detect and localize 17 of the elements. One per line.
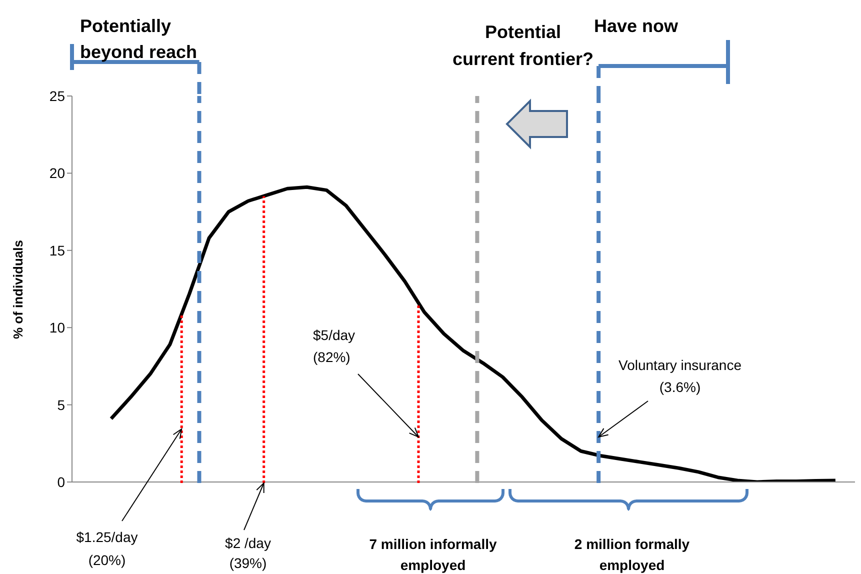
line-series xyxy=(109,185,838,482)
text: Have now xyxy=(594,16,680,36)
y-tick-label: 15 xyxy=(49,242,66,258)
text: $2 /day (39%) xyxy=(225,535,271,571)
y-tick-label: 25 xyxy=(49,88,66,104)
text: Potentially beyond reach xyxy=(80,16,198,62)
text: 7 million informally employed xyxy=(369,536,497,573)
text: $1.25/day (20%) xyxy=(76,529,138,568)
y-tick-label: 20 xyxy=(49,165,66,182)
annotation: $5/day (82%) xyxy=(313,327,356,365)
y-axis-title: % of individuals xyxy=(10,240,26,339)
annotation: Voluntary insurance (3.6%) xyxy=(618,357,742,395)
text: 2 million formally employed xyxy=(574,536,690,573)
text: Potential current frontier? xyxy=(452,22,594,69)
y-tick-label: 10 xyxy=(49,320,66,336)
y-tick-label: 0 xyxy=(57,474,66,490)
y-tick-label: 5 xyxy=(57,396,66,413)
